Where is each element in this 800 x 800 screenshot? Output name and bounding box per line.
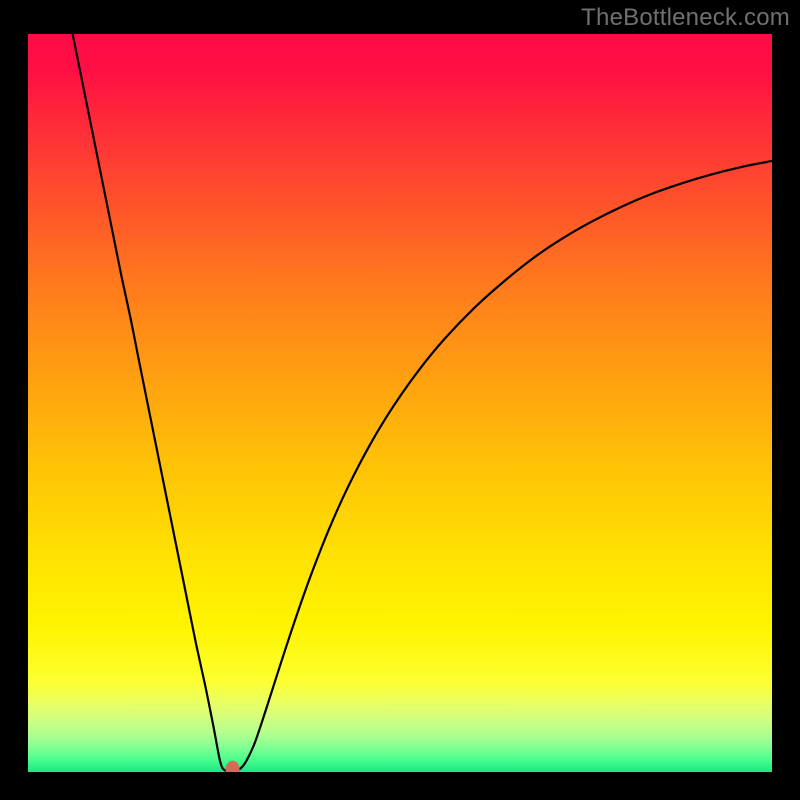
plot-background-gradient [28,34,772,772]
bottleneck-chart [0,0,800,800]
chart-stage: TheBottleneck.com [0,0,800,800]
watermark-text: TheBottleneck.com [581,4,790,32]
